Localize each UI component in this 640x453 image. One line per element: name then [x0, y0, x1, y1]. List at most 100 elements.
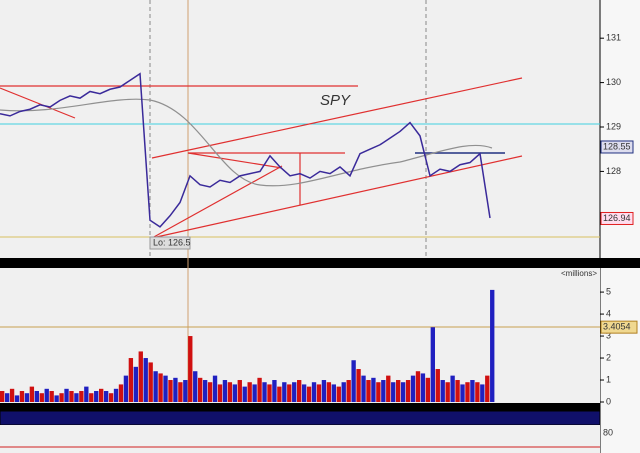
- y-tick-label: 1: [606, 374, 611, 384]
- volume-bar: [282, 382, 287, 402]
- volume-bar: [460, 384, 465, 402]
- volume-bar: [470, 380, 475, 402]
- y-tick-label: 0: [606, 396, 611, 406]
- volume-bar: [24, 393, 30, 402]
- volume-bar: [9, 388, 15, 402]
- y-tick-label: 130: [606, 77, 621, 87]
- volume-bar: [366, 380, 371, 402]
- volume-bar: [198, 377, 203, 402]
- volume-bar: [346, 380, 351, 402]
- axis-area: [600, 0, 640, 453]
- separator: [0, 403, 600, 411]
- volume-bar: [103, 391, 109, 402]
- volume-bar: [212, 375, 218, 402]
- volume-bar: [351, 360, 356, 402]
- volume-bar: [410, 375, 416, 402]
- volume-bar: [178, 382, 183, 402]
- price-label: 128.55: [603, 141, 631, 151]
- volume-bar: [123, 375, 129, 402]
- symbol-label: SPY: [320, 92, 351, 109]
- bottom-tick: 80: [603, 427, 613, 437]
- price-label: 126.94: [603, 213, 631, 223]
- volume-bar: [99, 388, 104, 402]
- volume-bar: [19, 391, 25, 402]
- trend-lines: [0, 77, 523, 239]
- volume-bar: [232, 384, 237, 402]
- volume-bar: [272, 380, 277, 402]
- volume-bar: [118, 384, 124, 402]
- volume-bar: [74, 393, 79, 402]
- volume-bar: [480, 384, 485, 402]
- volume-bar: [400, 382, 406, 402]
- volume-bar: [44, 388, 49, 402]
- price-panel: [0, 0, 600, 258]
- volume-bar: [89, 393, 94, 402]
- trend-line: [0, 87, 76, 119]
- volume-bar: [450, 375, 455, 402]
- volume-bar: [217, 384, 223, 402]
- volume-bar: [336, 386, 341, 402]
- trend-line: [151, 77, 523, 159]
- volume-bar: [94, 391, 99, 402]
- volume-bar: [108, 393, 114, 402]
- volume-bar: [143, 358, 148, 402]
- volume-bar: [341, 382, 346, 402]
- volume-bar: [54, 395, 59, 402]
- volume-bar: [371, 377, 376, 402]
- volume-bar: [405, 380, 411, 402]
- volume-bar: [237, 380, 242, 402]
- volume-bar: [425, 377, 431, 402]
- volume-bar: [430, 327, 435, 402]
- volume-bar: [396, 380, 401, 402]
- volume-bar: [193, 371, 198, 402]
- volume-bar: [188, 336, 193, 402]
- volume-bar: [227, 382, 233, 402]
- volume-bar: [69, 391, 74, 402]
- volume-bar: [445, 382, 450, 402]
- bottom-panel: [0, 425, 600, 453]
- volume-bar: [301, 384, 307, 402]
- price-box: [600, 140, 634, 154]
- marker-box: [600, 320, 638, 334]
- volume-bar: [386, 375, 391, 402]
- volume-unit: <millions>: [561, 269, 597, 278]
- volume-bar: [34, 391, 39, 402]
- y-tick-label: 129: [606, 121, 621, 131]
- y-tick-label: 4: [606, 308, 611, 318]
- volume-bar: [14, 395, 20, 402]
- volume-bar: [4, 393, 10, 402]
- volume-bar: [391, 382, 396, 402]
- volume-bar: [64, 388, 69, 402]
- y-tick-label: 3: [606, 330, 611, 340]
- volume-bar: [148, 362, 153, 402]
- low-box: [149, 236, 191, 250]
- volume-bar: [113, 388, 119, 402]
- volume-bar: [331, 384, 336, 402]
- volume-bar: [465, 382, 470, 402]
- trend-line: [151, 165, 283, 239]
- volume-bar: [306, 386, 312, 402]
- volume-bar: [153, 371, 158, 402]
- volume-bar: [440, 380, 445, 402]
- moving-average: [0, 98, 493, 187]
- trend-line: [187, 152, 283, 169]
- volume-bar: [267, 384, 272, 402]
- volume-bar: [252, 384, 257, 402]
- volume-bar: [292, 382, 297, 402]
- volume-bar: [202, 380, 208, 402]
- volume-bar: [222, 380, 228, 402]
- volume-bar: [133, 366, 138, 402]
- volume-bar: [376, 382, 381, 402]
- volume-bar: [287, 384, 292, 402]
- volume-bar: [381, 380, 386, 402]
- y-tick-label: 2: [606, 352, 611, 362]
- price-box: [600, 211, 634, 225]
- volume-bar: [247, 382, 252, 402]
- volume-bar: [29, 386, 35, 402]
- volume-bar: [79, 391, 84, 402]
- volume-bar: [455, 380, 460, 402]
- volume-bar: [277, 386, 282, 402]
- volume-bar: [242, 386, 247, 402]
- volume-bar: [262, 382, 267, 402]
